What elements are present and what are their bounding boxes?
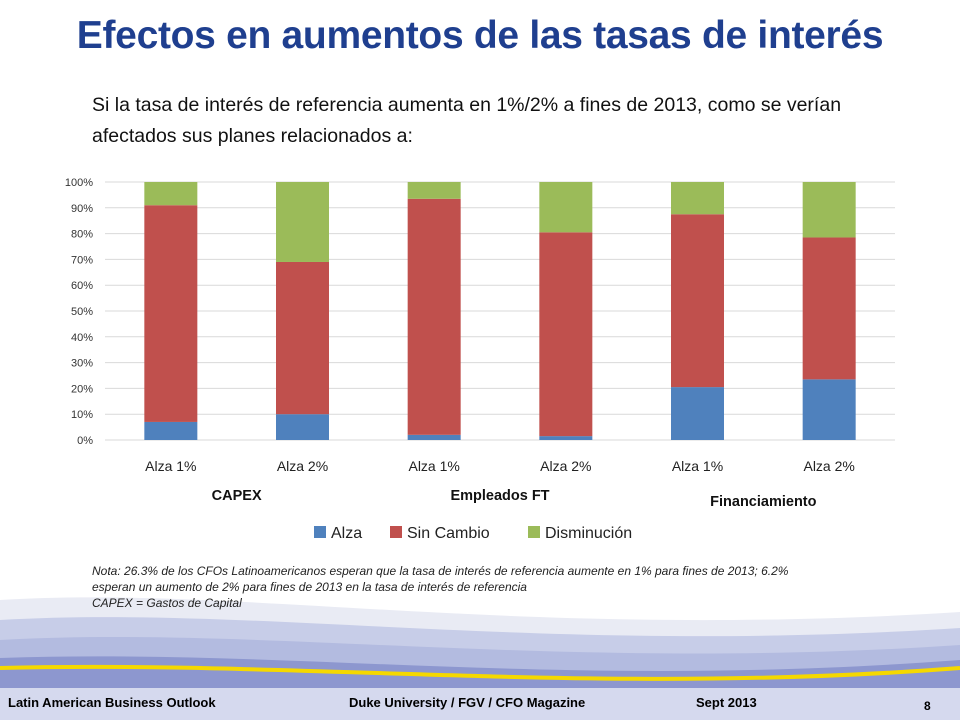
note-line-3: CAPEX = Gastos de Capital (92, 596, 242, 610)
page-title: Efectos en aumentos de las tasas de inte… (76, 14, 884, 57)
note-line-2: esperan un aumento de 2% para fines de 2… (92, 580, 527, 594)
y-tick-label: 70% (71, 254, 93, 266)
legend-label: Sin Cambio (407, 525, 490, 542)
x-tick-label: Alza 2% (540, 458, 591, 474)
subtitle: Si la tasa de interés de referencia aume… (92, 94, 842, 147)
legend-swatch (314, 526, 326, 538)
group-label: Financiamiento (710, 494, 816, 510)
footer-center: Duke University / FGV / CFO Magazine (349, 695, 586, 710)
bar-segment (802, 379, 856, 440)
page-number: 8 (924, 699, 931, 713)
x-tick-label: Alza 1% (408, 458, 459, 474)
bar-segment (539, 182, 593, 233)
bar-segment (802, 237, 856, 380)
y-tick-label: 30% (71, 358, 93, 370)
chart-note: Nota: 26.3% de los CFOs Latinoamericanos… (92, 563, 912, 611)
bar-segment (276, 182, 329, 262)
legend-swatch (528, 526, 540, 538)
x-tick-label: Alza 1% (145, 458, 196, 474)
bar-segment (539, 232, 593, 437)
bar-segment (671, 214, 724, 388)
y-tick-label: 80% (71, 229, 93, 241)
x-tick-label: Alza 2% (803, 458, 854, 474)
bar-segment (802, 182, 856, 238)
bar-segment (144, 182, 198, 206)
footer-right: Sept 2013 (696, 695, 757, 710)
bar-segment (407, 434, 461, 440)
bar-segment (671, 387, 724, 440)
y-tick-label: 10% (71, 409, 93, 421)
bar-segment (276, 261, 329, 415)
legend-label: Alza (331, 525, 362, 542)
bar-segment (144, 421, 198, 440)
group-label: Empleados FT (450, 488, 549, 504)
legend-label: Disminución (545, 525, 632, 542)
bar-segment (539, 436, 593, 440)
bar-segment (407, 182, 461, 199)
footer: Latin American Business Outlook Duke Uni… (0, 688, 960, 720)
bar-segment (671, 182, 724, 215)
stacked-bar-chart: 0% 10% 20% 30% 40% 50% 60% 70% 80% 90% 100% Alza 1%… (65, 177, 895, 542)
x-tick-label: Alza 1% (672, 458, 723, 474)
group-label: CAPEX (212, 488, 262, 504)
y-tick-label: 40% (71, 332, 93, 344)
bar-segment (144, 205, 198, 422)
x-tick-label: Alza 2% (277, 458, 328, 474)
note-line-1: Nota: 26.3% de los CFOs Latinoamericanos… (92, 564, 789, 578)
y-tick-label: 20% (71, 383, 93, 395)
footer-left: Latin American Business Outlook (8, 695, 216, 710)
bar-segment (276, 414, 329, 440)
bar-segment (407, 198, 461, 435)
y-tick-label: 100% (65, 177, 93, 189)
y-tick-label: 90% (71, 203, 93, 215)
y-tick-label: 50% (71, 306, 93, 318)
y-tick-label: 60% (71, 280, 93, 292)
legend-swatch (390, 526, 402, 538)
y-tick-label: 0% (77, 435, 93, 447)
